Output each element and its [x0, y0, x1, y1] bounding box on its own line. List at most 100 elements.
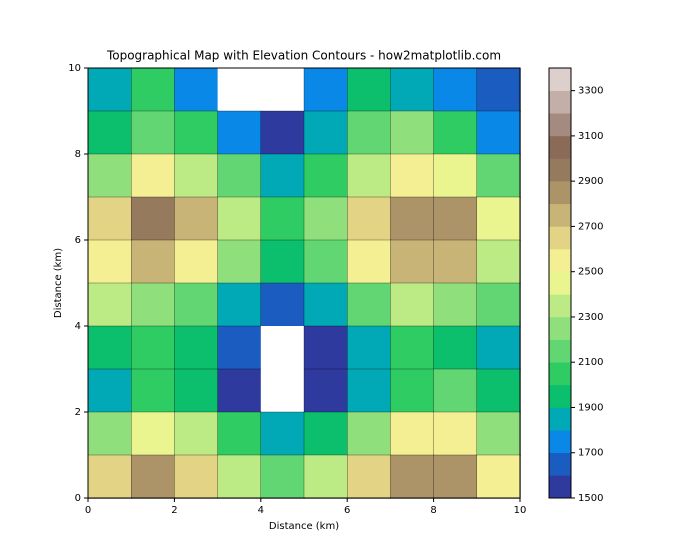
colorbar: [549, 68, 571, 499]
contour-cell: [476, 282, 521, 327]
contour-cell: [87, 411, 132, 456]
x-tick-label: 2: [171, 505, 177, 516]
contour-cell: [131, 454, 176, 499]
contour-cell: [217, 239, 262, 284]
contour-cell: [433, 153, 478, 198]
contour-cell: [347, 325, 392, 370]
contour-cell: [433, 239, 478, 284]
colorbar-band: [549, 68, 571, 91]
colorbar-band: [549, 135, 571, 159]
contour-cell: [347, 282, 392, 327]
contour-cell: [433, 67, 478, 112]
contour-cell: [260, 369, 305, 413]
contour-cell: [174, 239, 219, 284]
contour-cell: [131, 110, 176, 155]
contour-cell: [174, 196, 219, 241]
y-axis-label: Distance (km): [53, 248, 64, 318]
contour-cell: [347, 411, 392, 456]
contour-cell: [217, 153, 262, 198]
contour-cell: [433, 368, 478, 413]
contour-cell: [87, 454, 132, 499]
contour-cell: [87, 67, 132, 112]
contour-cell: [87, 196, 132, 241]
contour-cell: [476, 67, 521, 112]
contour-cell: [131, 153, 176, 198]
contour-cell: [347, 110, 392, 155]
colorbar-tick-label: 2100: [578, 357, 603, 368]
contour-cell: [303, 196, 348, 241]
colorbar-tick-label: 2300: [578, 312, 603, 323]
contour-cell: [87, 153, 132, 198]
contour-cell: [174, 153, 219, 198]
colorbar-band: [549, 452, 571, 476]
contour-cell: [260, 153, 305, 198]
x-tick-label: 10: [514, 505, 527, 516]
contour-cell: [390, 110, 435, 155]
contour-cell: [390, 411, 435, 456]
contour-cell: [433, 110, 478, 155]
contour-cell: [217, 68, 262, 112]
contour-cell: [476, 110, 521, 155]
contour-cell: [433, 325, 478, 370]
colorbar-band: [549, 316, 571, 340]
contour-cell: [260, 454, 305, 499]
contour-cell: [217, 282, 262, 327]
contour-cell: [174, 282, 219, 327]
colorbar-band: [549, 158, 571, 182]
colorbar-tick-label: 1900: [578, 402, 603, 413]
contour-cell: [390, 368, 435, 413]
contour-cell: [87, 325, 132, 370]
colorbar-band: [549, 113, 571, 137]
contour-cell: [476, 239, 521, 284]
contour-cell: [260, 196, 305, 241]
contour-cell: [476, 325, 521, 370]
contour-cell: [347, 67, 392, 112]
contour-cell: [217, 325, 262, 370]
contour-cell: [390, 153, 435, 198]
contour-cell: [303, 282, 348, 327]
colorbar-band: [549, 362, 571, 386]
contour-cell: [433, 411, 478, 456]
contour-cell: [303, 325, 348, 370]
x-axis-label: Distance (km): [269, 521, 339, 532]
contour-cell: [217, 454, 262, 499]
colorbar-band: [549, 475, 571, 499]
colorbar-band: [549, 407, 571, 431]
contour-cell: [476, 196, 521, 241]
contour-cell: [87, 110, 132, 155]
contour-cell: [260, 411, 305, 456]
contour-cell: [303, 454, 348, 499]
colorbar-tick-label: 3300: [578, 86, 603, 97]
contour-cell: [217, 368, 262, 413]
colorbar-tick-label: 1700: [578, 448, 603, 459]
y-tick-label: 0: [75, 493, 81, 504]
contour-cell: [476, 153, 521, 198]
contour-cell: [476, 411, 521, 456]
contour-cell: [347, 239, 392, 284]
contour-cell: [87, 368, 132, 413]
contour-cell: [260, 326, 305, 370]
y-tick-label: 4: [75, 321, 81, 332]
colorbar-tick-label: 3100: [578, 131, 603, 142]
contour-cell: [217, 196, 262, 241]
colorbar-band: [549, 294, 571, 318]
contour-cell: [303, 110, 348, 155]
colorbar-tick-label: 2500: [578, 267, 603, 278]
colorbar-band: [549, 226, 571, 250]
contour-cell: [131, 368, 176, 413]
contour-cell: [433, 282, 478, 327]
contour-cell: [476, 454, 521, 499]
contour-cell: [390, 282, 435, 327]
colorbar-band: [549, 384, 571, 408]
colorbar-tick-label: 2700: [578, 221, 603, 232]
contour-cell: [303, 411, 348, 456]
contour-cell: [390, 239, 435, 284]
contour-cell: [131, 67, 176, 112]
colorbar-band: [549, 249, 571, 272]
contour-cell: [303, 368, 348, 413]
colorbar-band: [549, 430, 571, 454]
contour-cell: [174, 67, 219, 112]
contour-cell: [260, 110, 305, 155]
contour-cell: [303, 67, 348, 112]
contour-cell: [476, 368, 521, 413]
